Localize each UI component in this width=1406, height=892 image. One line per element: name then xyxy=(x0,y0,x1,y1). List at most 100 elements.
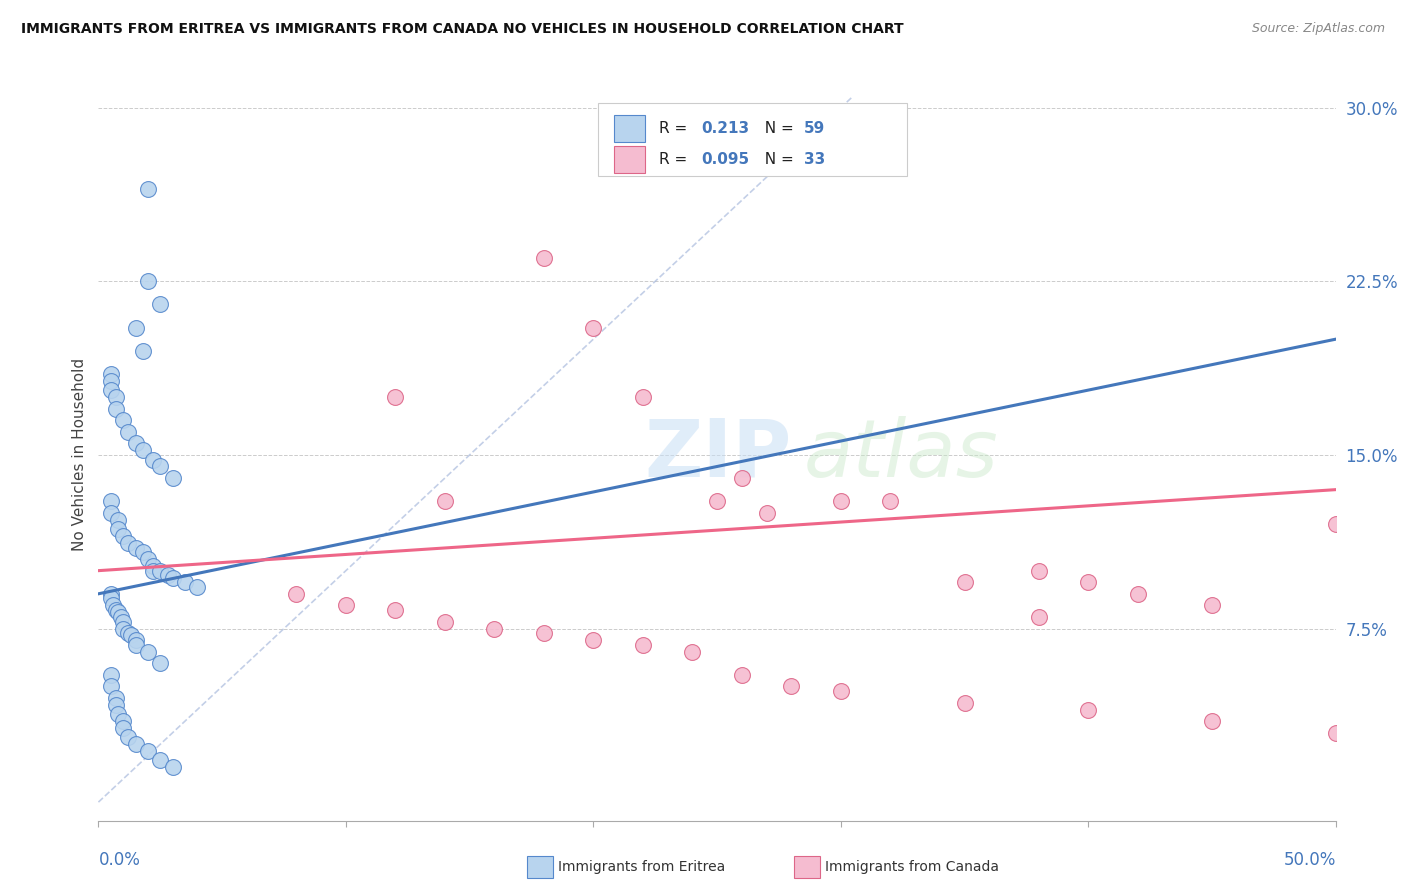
Point xyxy=(142,559,165,574)
Point xyxy=(879,494,901,508)
Point xyxy=(103,599,125,613)
Point xyxy=(136,274,159,288)
Point xyxy=(136,552,159,566)
Point xyxy=(780,679,803,693)
Point xyxy=(100,679,122,693)
Point xyxy=(142,564,165,578)
Point xyxy=(104,603,127,617)
Point xyxy=(107,513,129,527)
Point xyxy=(107,605,129,619)
Point xyxy=(582,320,605,334)
Point xyxy=(1028,610,1050,624)
Text: 0.095: 0.095 xyxy=(702,153,749,167)
Point xyxy=(1201,599,1223,613)
Point xyxy=(1077,575,1099,590)
Point xyxy=(104,698,127,712)
Point xyxy=(285,587,308,601)
Point xyxy=(1077,702,1099,716)
Point xyxy=(484,622,506,636)
Point xyxy=(149,564,172,578)
Point xyxy=(731,668,754,682)
Point xyxy=(110,610,132,624)
Point xyxy=(100,367,122,381)
Point xyxy=(107,522,129,536)
Text: 0.0%: 0.0% xyxy=(98,851,141,869)
Text: Immigrants from Canada: Immigrants from Canada xyxy=(825,860,1000,874)
Point xyxy=(132,545,155,559)
Point xyxy=(1028,564,1050,578)
Point xyxy=(582,633,605,648)
Point xyxy=(124,436,146,450)
Point xyxy=(174,575,197,590)
Point xyxy=(1324,517,1347,532)
Point xyxy=(100,668,122,682)
Point xyxy=(100,494,122,508)
Point xyxy=(120,628,142,642)
Point xyxy=(104,401,127,416)
Point xyxy=(631,638,654,652)
Point xyxy=(533,626,555,640)
Point xyxy=(132,343,155,358)
Text: N =: N = xyxy=(755,153,799,167)
Point xyxy=(162,571,184,585)
Point xyxy=(112,529,135,543)
Point xyxy=(149,754,172,768)
Point xyxy=(124,638,146,652)
Point xyxy=(100,587,122,601)
Point xyxy=(953,575,976,590)
Point xyxy=(100,506,122,520)
Point xyxy=(104,390,127,404)
Point xyxy=(112,413,135,427)
Point xyxy=(112,622,135,636)
Point xyxy=(112,721,135,735)
Point xyxy=(335,599,357,613)
Point xyxy=(142,452,165,467)
Text: 0.213: 0.213 xyxy=(702,120,749,136)
Point xyxy=(100,374,122,388)
Point xyxy=(124,737,146,751)
Point xyxy=(107,707,129,722)
Point xyxy=(124,541,146,555)
Point xyxy=(681,645,703,659)
Text: R =: R = xyxy=(659,120,693,136)
Point xyxy=(117,425,139,439)
Point xyxy=(100,591,122,606)
Text: 33: 33 xyxy=(804,153,825,167)
Y-axis label: No Vehicles in Household: No Vehicles in Household xyxy=(72,359,87,551)
Point xyxy=(433,615,456,629)
Text: 50.0%: 50.0% xyxy=(1284,851,1336,869)
Point xyxy=(433,494,456,508)
Text: 59: 59 xyxy=(804,120,825,136)
Point xyxy=(1126,587,1149,601)
Point xyxy=(830,684,852,698)
Point xyxy=(117,536,139,550)
Point xyxy=(533,251,555,265)
Text: N =: N = xyxy=(755,120,799,136)
Text: R =: R = xyxy=(659,153,693,167)
Point xyxy=(117,731,139,745)
Point xyxy=(162,471,184,485)
Point xyxy=(149,459,172,474)
Point xyxy=(104,690,127,705)
Point xyxy=(136,645,159,659)
Point xyxy=(384,390,406,404)
Point xyxy=(1324,725,1347,739)
Point xyxy=(100,383,122,397)
Text: IMMIGRANTS FROM ERITREA VS IMMIGRANTS FROM CANADA NO VEHICLES IN HOUSEHOLD CORRE: IMMIGRANTS FROM ERITREA VS IMMIGRANTS FR… xyxy=(21,22,904,37)
Text: Source: ZipAtlas.com: Source: ZipAtlas.com xyxy=(1251,22,1385,36)
Point xyxy=(112,615,135,629)
Point xyxy=(731,471,754,485)
Point xyxy=(631,390,654,404)
Point xyxy=(162,760,184,774)
Point xyxy=(124,633,146,648)
Point xyxy=(706,494,728,508)
Point xyxy=(953,696,976,710)
Point xyxy=(149,657,172,671)
Point xyxy=(124,320,146,334)
Point xyxy=(136,744,159,758)
Point xyxy=(149,297,172,311)
Text: Immigrants from Eritrea: Immigrants from Eritrea xyxy=(558,860,725,874)
Point xyxy=(186,580,208,594)
Point xyxy=(117,626,139,640)
Point xyxy=(384,603,406,617)
